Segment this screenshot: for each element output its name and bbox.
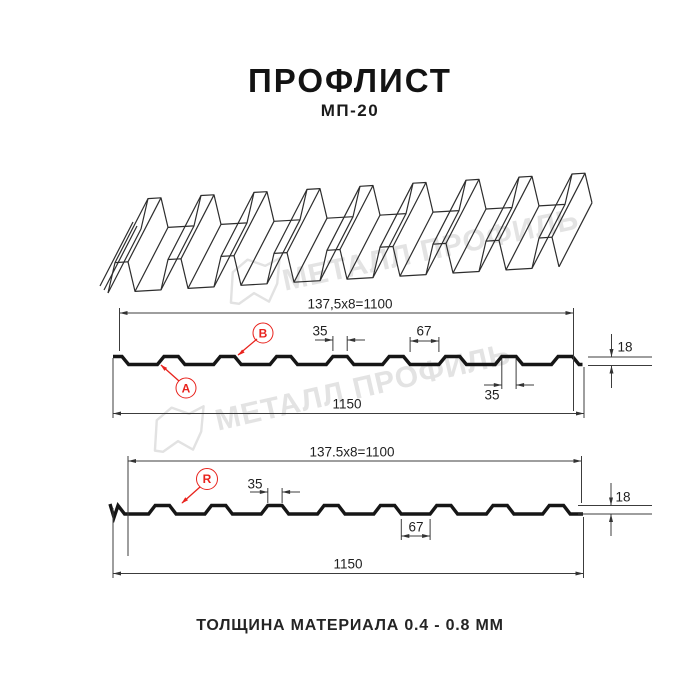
dim-cover-width-bottom-label: 137.5x8=1100: [309, 444, 395, 460]
dim-valley-width-top-label: 67: [416, 323, 432, 339]
side-mark-r: R: [196, 468, 218, 490]
material-thickness-note: ТОЛЩИНА МАТЕРИАЛА 0.4 - 0.8 ММ: [196, 617, 504, 634]
dim-height-top-label: 18: [617, 339, 633, 355]
dim-total-width-top-label: 1150: [332, 396, 362, 412]
side-mark-a: A: [175, 377, 197, 399]
dim-crest-width-bottom-edge-label: 35: [484, 387, 500, 403]
dim-crest-width-bottom-label: 35: [247, 476, 263, 492]
dim-height-bottom-label: 18: [615, 489, 631, 505]
side-mark-b: B: [252, 322, 274, 344]
dim-valley-width-bottom-label: 67: [408, 519, 424, 535]
dim-total-width-bottom-label: 1150: [333, 556, 363, 572]
product-code: МП-20: [320, 101, 380, 120]
dim-crest-width-top-label: 35: [312, 323, 328, 339]
page-title: ПРОФЛИСТ: [248, 62, 452, 99]
brand-logo-watermark: [229, 257, 281, 305]
dim-cover-width-top-label: 137,5x8=1100: [307, 296, 393, 312]
